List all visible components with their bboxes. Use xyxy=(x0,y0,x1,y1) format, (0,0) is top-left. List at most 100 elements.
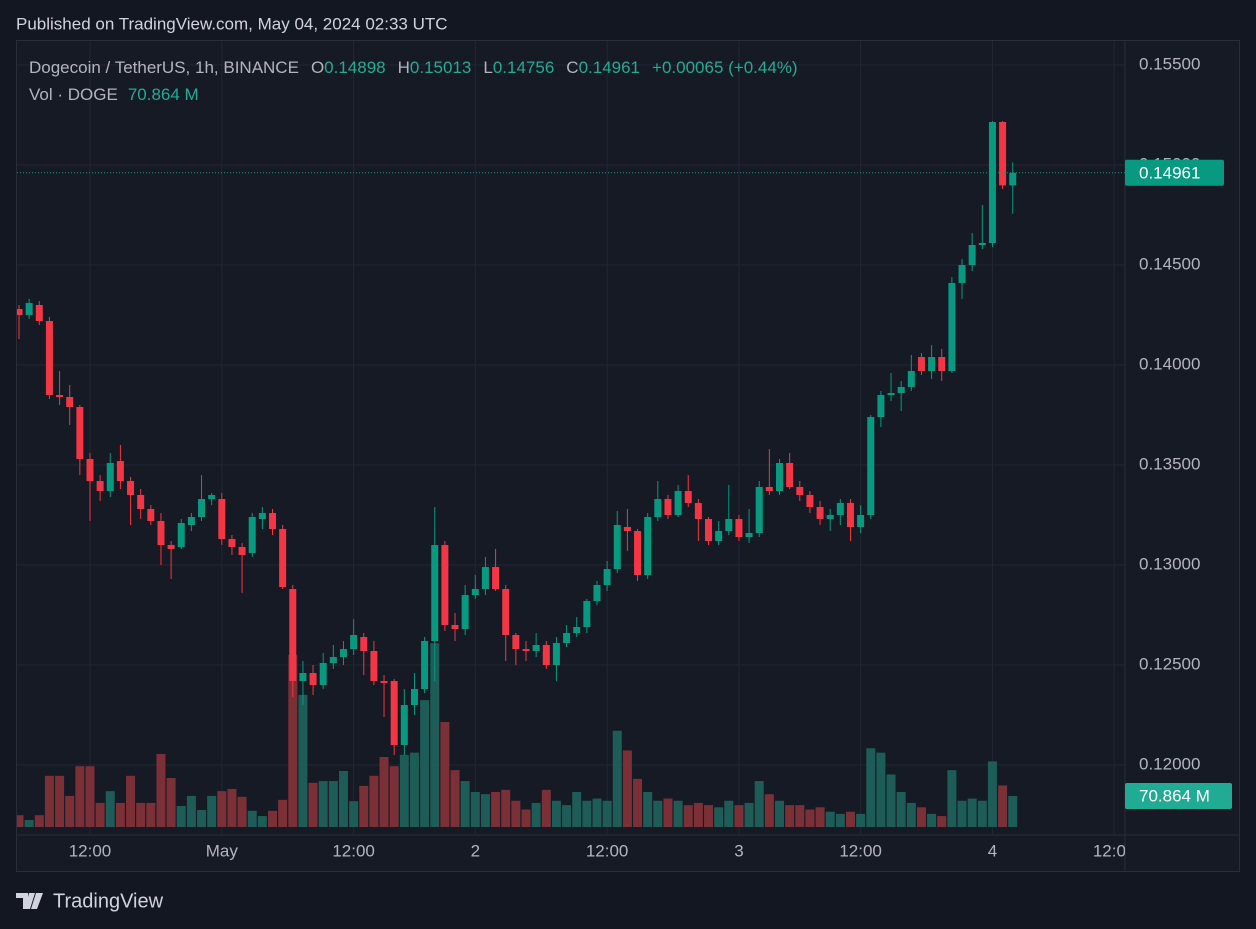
candle-body xyxy=(877,395,885,417)
candle-body xyxy=(45,321,53,395)
legend-open-label: O xyxy=(311,58,324,77)
footer-logo: TradingView xyxy=(16,890,164,912)
candle-body xyxy=(694,503,702,519)
volume-bar xyxy=(622,750,632,827)
candle-body xyxy=(248,517,256,553)
volume-tag xyxy=(1125,782,1232,809)
volume-bar xyxy=(987,761,997,827)
volume-bar xyxy=(430,643,440,827)
candle-body xyxy=(410,689,418,705)
candle-body xyxy=(988,122,996,243)
legend-low: 0.14756 xyxy=(493,58,554,77)
volume-bar xyxy=(217,791,227,827)
x-tick-label: 12:00 xyxy=(332,841,375,860)
candle-body xyxy=(613,525,621,569)
candle-body xyxy=(573,627,581,633)
candle-body xyxy=(360,637,368,651)
volume-bar xyxy=(876,752,886,827)
y-tick-label: 0.13500 xyxy=(1139,454,1200,473)
time-axis: 12:00 May 12:00 2 12:00 3 12:00 4 12:00 xyxy=(69,841,1125,860)
volume-bar xyxy=(44,775,54,827)
legend-symbol: Dogecoin / TetherUS, 1h, BINANCE xyxy=(29,58,299,77)
candle-body xyxy=(228,539,236,547)
volume-bar xyxy=(501,789,511,827)
candle-body xyxy=(35,305,43,321)
candle-body xyxy=(857,515,865,527)
candle-body xyxy=(269,513,276,529)
x-tick-label: May xyxy=(206,841,239,860)
volume-bar xyxy=(105,791,115,827)
candle-body xyxy=(299,673,307,681)
candle-body xyxy=(127,481,135,495)
candle-body xyxy=(187,517,195,525)
volume-bar xyxy=(967,798,977,827)
candle-body xyxy=(948,283,956,371)
legend-volume: Vol · DOGE 70.864 M xyxy=(29,85,199,104)
volume-bar xyxy=(308,782,318,827)
volume-bar xyxy=(389,766,399,827)
candle-body xyxy=(552,643,560,665)
candle-body xyxy=(157,521,165,545)
volume-bar xyxy=(65,795,75,827)
volume-bar xyxy=(55,775,65,827)
legend-close-label: C xyxy=(566,58,578,77)
volume-bar xyxy=(562,805,572,827)
volume-bar xyxy=(511,800,521,827)
candle-body xyxy=(623,527,631,531)
candle-body xyxy=(522,649,530,651)
volume-bar xyxy=(369,775,379,827)
candle-body xyxy=(319,663,327,685)
candle-body xyxy=(887,393,895,395)
candle-body xyxy=(421,641,429,689)
y-tick-label: 0.12500 xyxy=(1139,654,1200,673)
candle-body xyxy=(96,481,104,491)
volume-bar xyxy=(551,800,561,827)
candle-body xyxy=(532,645,540,651)
y-tick-label: 0.13000 xyxy=(1139,554,1200,573)
volume-bar xyxy=(156,753,166,827)
x-tick-label: 3 xyxy=(734,841,743,860)
volume-bar xyxy=(318,781,328,827)
volume-bar xyxy=(754,781,764,827)
volume-bar xyxy=(683,805,693,827)
volume-bar xyxy=(602,800,612,827)
volume-bar xyxy=(136,802,146,827)
candle-body xyxy=(684,491,692,503)
candle-body xyxy=(431,545,439,641)
candle-body xyxy=(238,547,246,555)
candle-body xyxy=(907,371,915,387)
candle-body xyxy=(674,491,682,515)
candle-body xyxy=(137,495,145,509)
candle-body xyxy=(563,633,571,643)
volume-bar xyxy=(835,813,845,827)
candle-body xyxy=(593,585,601,601)
candle-body xyxy=(958,265,966,283)
candle-body xyxy=(512,635,520,649)
candle-layer xyxy=(17,121,1017,755)
legend-low-label: L xyxy=(483,58,492,77)
volume-bar xyxy=(704,805,714,827)
volume-bar xyxy=(977,800,987,827)
volume-bar xyxy=(805,809,815,827)
volume-bar xyxy=(440,722,450,827)
volume-bar xyxy=(582,800,592,827)
candle-body xyxy=(380,681,388,683)
candle-body xyxy=(492,567,500,589)
volume-bar xyxy=(450,770,460,827)
volume-bar xyxy=(764,794,774,827)
candle-body xyxy=(917,357,925,371)
volume-bar xyxy=(653,800,663,827)
volume-bar xyxy=(906,802,916,827)
candle-body xyxy=(25,303,33,315)
volume-bar xyxy=(17,815,24,827)
volume-bar xyxy=(815,807,825,827)
candle-body xyxy=(289,589,297,681)
candle-body xyxy=(1009,172,1017,186)
candle-body xyxy=(329,657,337,663)
candle-body xyxy=(846,503,854,527)
volume-bar xyxy=(288,655,298,827)
candle-body xyxy=(56,395,64,397)
candle-body xyxy=(370,651,378,681)
volume-bar xyxy=(531,802,541,827)
candle-body xyxy=(542,645,550,665)
